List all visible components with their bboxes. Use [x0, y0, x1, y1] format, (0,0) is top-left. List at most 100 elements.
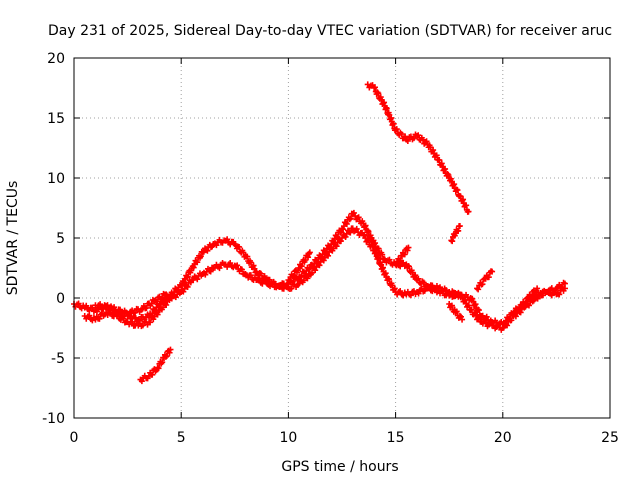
data-point — [197, 253, 204, 260]
data-point — [183, 283, 190, 290]
data-point — [465, 302, 472, 309]
data-point — [400, 259, 407, 266]
data-point — [372, 240, 379, 247]
data-point — [475, 307, 482, 314]
data-point — [421, 287, 428, 294]
data-point — [355, 214, 362, 221]
data-point — [247, 272, 254, 279]
data-point — [451, 181, 458, 188]
data-point — [452, 309, 459, 316]
data-point — [471, 309, 478, 316]
data-points — [71, 81, 568, 385]
data-point — [526, 302, 533, 309]
data-point — [379, 251, 386, 258]
data-point — [316, 262, 323, 269]
data-point — [500, 324, 507, 331]
data-point — [159, 359, 166, 366]
y-tick-label: -10 — [42, 411, 65, 427]
data-point — [407, 292, 414, 299]
data-point — [534, 295, 541, 302]
data-point — [489, 268, 496, 275]
data-point — [440, 288, 447, 295]
data-point — [423, 138, 430, 145]
data-point — [457, 313, 464, 320]
data-point — [420, 279, 427, 286]
data-point — [288, 285, 295, 292]
y-tick-label: 5 — [56, 231, 65, 247]
y-tick-label: 10 — [47, 171, 65, 187]
data-point — [545, 287, 552, 294]
series-track-i — [474, 268, 496, 293]
x-tick-label: 20 — [494, 430, 512, 446]
data-point — [159, 294, 166, 301]
data-point — [308, 269, 315, 276]
data-point — [529, 298, 536, 305]
y-tick-labels: -10 -5 0 5 10 15 20 — [42, 51, 65, 427]
data-point — [132, 314, 139, 321]
data-point — [154, 311, 161, 318]
data-point — [163, 301, 170, 308]
x-tick-label: 10 — [279, 430, 297, 446]
data-point — [462, 297, 469, 304]
y-tick-label: -5 — [51, 351, 65, 367]
data-point — [401, 251, 408, 258]
data-point — [270, 280, 277, 287]
data-point — [317, 259, 324, 265]
data-point — [455, 227, 462, 234]
data-point — [117, 306, 124, 313]
y-tick-label: 15 — [47, 111, 65, 127]
data-point — [343, 220, 350, 227]
data-point — [369, 242, 376, 249]
data-point — [415, 275, 422, 282]
data-point — [415, 290, 422, 297]
chart-title: Day 231 of 2025, Sidereal Day-to-day VTE… — [48, 23, 612, 39]
data-point — [430, 147, 437, 154]
data-point — [454, 187, 461, 194]
data-point — [149, 371, 156, 378]
data-point — [504, 322, 511, 329]
axis-ticks — [73, 57, 611, 419]
data-point — [483, 313, 490, 320]
data-point — [300, 277, 307, 284]
data-point — [83, 302, 90, 309]
data-point — [236, 243, 243, 250]
data-point — [194, 276, 201, 283]
data-point — [374, 89, 381, 96]
data-point — [167, 346, 174, 353]
data-point — [339, 226, 346, 233]
x-tick-labels: 0 5 10 15 20 25 — [70, 430, 619, 446]
data-point — [448, 302, 455, 309]
data-point — [456, 223, 463, 229]
data-point — [397, 288, 404, 295]
data-point — [194, 259, 201, 266]
data-point — [138, 378, 145, 385]
data-point — [204, 247, 211, 254]
data-point — [298, 263, 305, 270]
data-point — [305, 254, 312, 261]
data-point — [392, 127, 399, 133]
data-point — [436, 157, 443, 164]
series-track-d — [137, 346, 174, 385]
series-track-c — [92, 290, 170, 319]
data-point — [330, 245, 337, 252]
data-point — [342, 233, 349, 240]
data-point — [375, 90, 382, 97]
data-point — [290, 272, 297, 279]
data-point — [472, 301, 479, 308]
x-tick-label: 0 — [70, 430, 79, 446]
data-point — [346, 216, 353, 223]
data-point — [347, 215, 354, 222]
data-point — [433, 152, 440, 159]
data-point — [126, 312, 133, 319]
data-point — [479, 281, 486, 288]
data-point — [238, 266, 245, 273]
data-point — [333, 243, 340, 250]
data-point — [381, 271, 388, 277]
data-point — [227, 260, 234, 267]
data-point — [365, 237, 372, 244]
data-point — [353, 225, 360, 232]
data-point — [234, 262, 241, 269]
data-point — [393, 126, 400, 133]
data-point — [163, 291, 170, 298]
